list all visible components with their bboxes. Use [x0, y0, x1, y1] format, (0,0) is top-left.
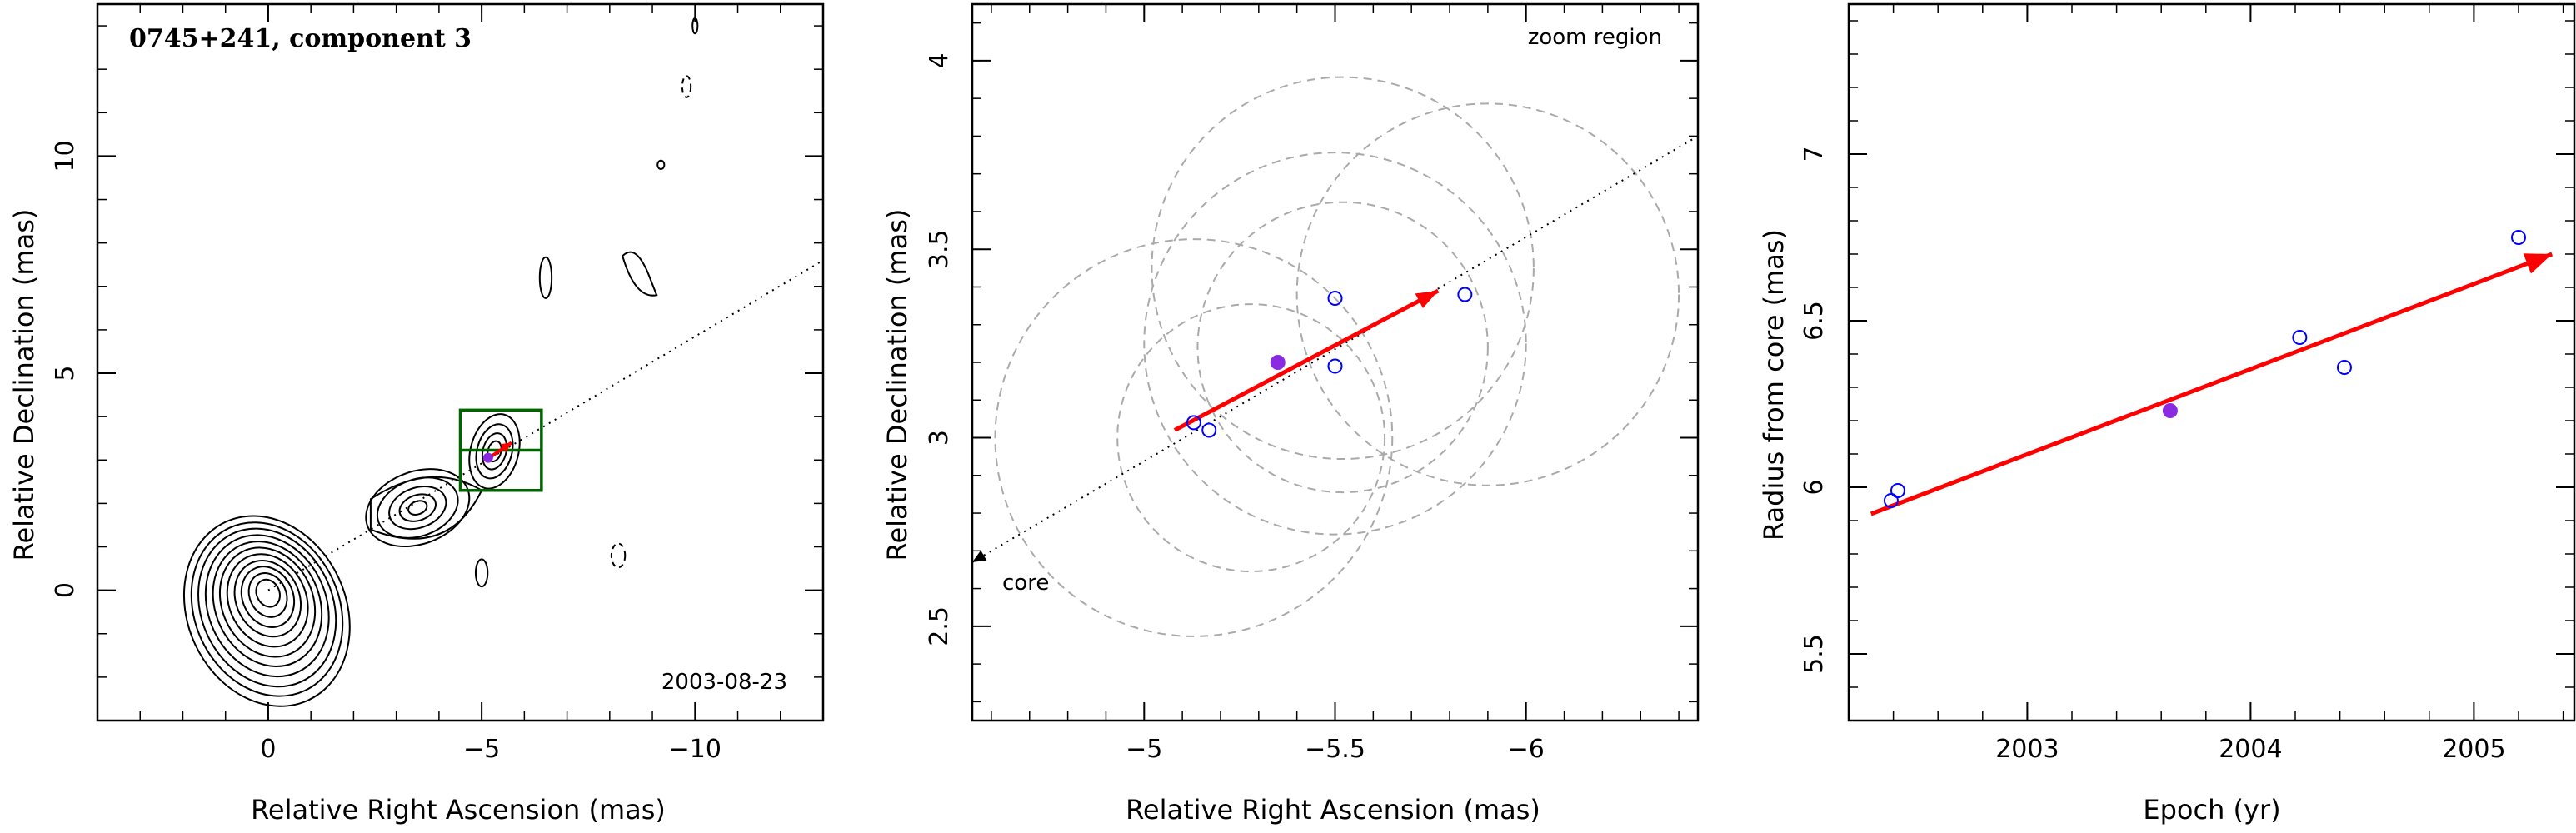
zoom-region-annotation: zoom region: [1528, 25, 1662, 50]
beam-circle: [1295, 102, 1680, 486]
fit-line-arrowhead: [2523, 253, 2553, 274]
component-3-contour: [468, 413, 521, 490]
axes-frame: 2003 2004 2005 5.5 6 6.5 7: [1800, 2, 2576, 764]
y-axis-label: Radius from core (mas): [1758, 229, 1790, 541]
x-axis-label: Relative Right Ascension (mas): [251, 794, 666, 826]
plot-frame: [96, 2, 825, 722]
jet-direction-line: [971, 135, 1699, 563]
epoch-point: [2336, 360, 2352, 375]
x-tick-label: 2003: [1995, 735, 2059, 764]
epoch-point: [1890, 483, 1905, 498]
core-contour: [204, 534, 330, 678]
jet-direction-line: [267, 259, 824, 591]
epoch-point: [2292, 330, 2308, 345]
beam-circle: [1116, 303, 1386, 572]
isolated-contour: [681, 75, 692, 98]
y-axis-label: Relative Declination (mas): [8, 209, 40, 561]
epoch-point: [2511, 230, 2526, 245]
y-tick-label: 5.5: [1800, 634, 1829, 674]
core-contour: [226, 553, 309, 648]
component-2-contour: [407, 500, 428, 516]
x-tick-label: −5: [463, 735, 500, 764]
isolated-contour: [538, 256, 553, 299]
beam-circle: [1151, 76, 1535, 461]
y-tick-label: 0: [51, 582, 80, 598]
epoch-point: [1186, 415, 1201, 431]
y-tick-label: 3: [925, 430, 954, 446]
fit-line: [1870, 252, 2554, 516]
axes-frame: −5 −5.5 −6 2.5 3 3.5 4: [925, 2, 1700, 764]
core-contour: [247, 572, 288, 618]
component-2-contour: [398, 493, 437, 522]
core-contour: [190, 521, 344, 697]
y-tick-label: 5: [51, 365, 80, 381]
epoch-point: [1201, 422, 1217, 438]
core-contour: [233, 559, 302, 638]
motion-arrowhead: [500, 442, 512, 453]
epoch-annotation: 2003-08-23: [661, 670, 787, 695]
component-3-contour: [475, 423, 514, 480]
component-3-contour: [481, 432, 508, 471]
core-direction-arrowhead: [972, 550, 987, 562]
reference-epoch-point: [1270, 355, 1286, 370]
panel-radius-vs-epoch: 2003 2004 2005 5.5 6 6.5 7 Epoch (yr) Radius f…: [1758, 2, 2576, 826]
panel-component-map: 0 −5 −10 0 5 10 0745+241, component 3 2003-08…: [8, 2, 825, 826]
panel-zoom-region: −5 −5.5 −6 2.5 3 3.5 4 zoom region core Relati…: [881, 2, 1700, 826]
motion-arrow: [1173, 288, 1440, 432]
y-tick-label: 6: [1800, 479, 1829, 495]
x-tick-label: −6: [1508, 735, 1545, 764]
x-tick-label: −10: [669, 735, 721, 764]
y-tick-label: 3.5: [925, 229, 954, 269]
core-contour: [212, 541, 323, 667]
reference-epoch-point: [2162, 403, 2178, 418]
y-tick-label: 10: [51, 140, 80, 172]
x-tick-label: −5: [1126, 735, 1162, 764]
y-axis-label: Relative Declination (mas): [881, 209, 913, 561]
beam-circle: [1196, 201, 1489, 494]
isolated-contour: [622, 251, 658, 297]
y-tick-label: 2.5: [925, 606, 954, 646]
isolated-contour: [656, 159, 666, 170]
x-tick-label: 2005: [2442, 735, 2505, 764]
x-axis-label: Epoch (yr): [2143, 794, 2280, 826]
epoch-point: [1457, 287, 1473, 302]
contour-layer: [182, 17, 824, 707]
isolated-contour: [474, 558, 489, 588]
beam-circle: [994, 238, 1394, 637]
x-tick-label: 2004: [2219, 735, 2282, 764]
plot-title: 0745+241, component 3: [129, 24, 472, 53]
core-annotation: core: [1002, 571, 1049, 596]
component-2-contour: [388, 486, 447, 531]
core-contour: [255, 578, 281, 608]
x-tick-label: 0: [260, 735, 276, 764]
component-position-marker: [482, 452, 493, 463]
y-tick-label: 4: [925, 52, 954, 68]
y-tick-label: 7: [1800, 146, 1829, 162]
core-contour: [197, 527, 337, 688]
isolated-contour: [610, 542, 627, 569]
x-axis-label: Relative Right Ascension (mas): [1126, 794, 1540, 826]
x-tick-label: −5.5: [1305, 735, 1365, 764]
beam-circle: [1143, 152, 1527, 536]
plot-frame: [1847, 2, 2576, 722]
axes-frame: 0 −5 −10 0 5 10: [51, 2, 825, 764]
epoch-point: [1327, 358, 1343, 374]
core-contour: [182, 515, 351, 707]
core-contour: [240, 566, 296, 628]
core-contour: [218, 546, 317, 658]
plot-frame: [971, 2, 1700, 722]
y-tick-label: 6.5: [1800, 301, 1829, 341]
epoch-point: [1327, 291, 1343, 307]
motion-arrowhead: [1415, 291, 1439, 309]
